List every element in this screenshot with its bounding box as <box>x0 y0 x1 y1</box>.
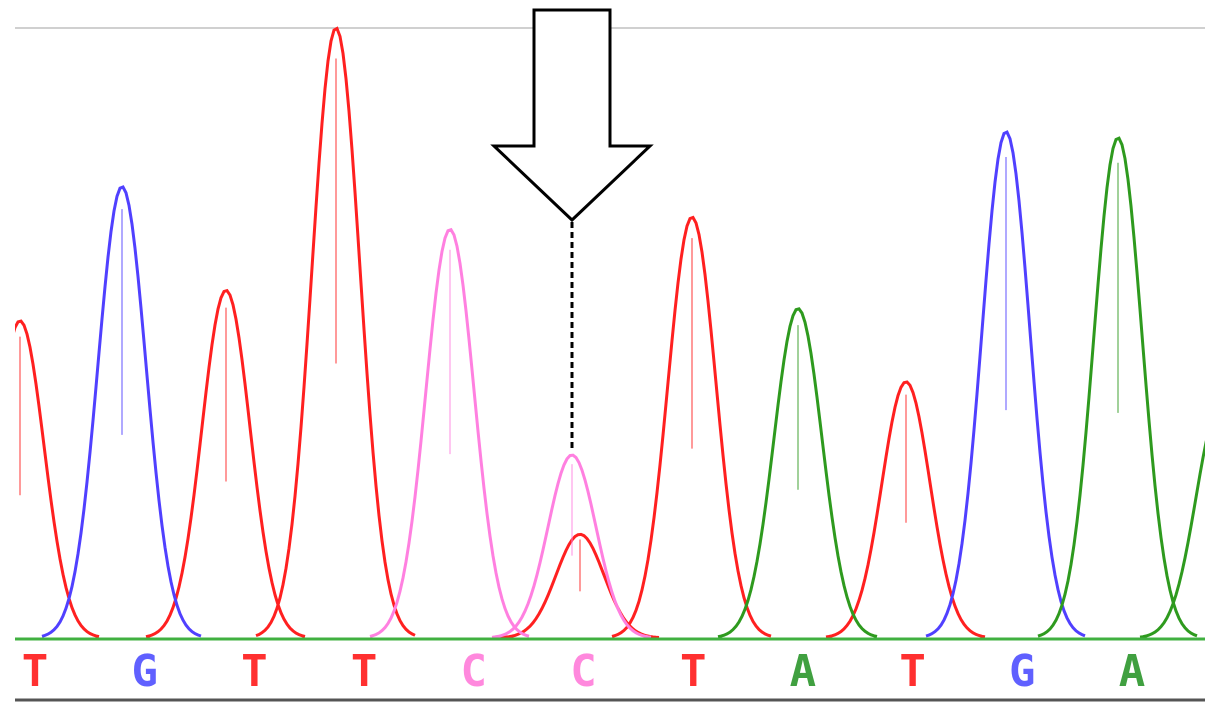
base-label: A <box>790 646 817 697</box>
peak <box>491 453 652 639</box>
peak <box>369 227 530 638</box>
peak <box>611 215 772 638</box>
peak <box>1037 136 1198 638</box>
base-label: A <box>1119 646 1146 697</box>
arrow <box>490 8 654 223</box>
peak <box>41 185 202 638</box>
peak <box>1139 440 1205 639</box>
base-label: C <box>570 646 597 697</box>
base-label: T <box>241 646 268 697</box>
peak <box>925 130 1086 638</box>
base-label: G <box>1009 646 1036 697</box>
base-label: T <box>680 646 707 697</box>
peak <box>255 26 416 638</box>
base-label: T <box>22 646 49 697</box>
base-label: T <box>351 646 378 697</box>
base-label: C <box>461 646 488 697</box>
traces <box>15 26 1205 640</box>
base-label: T <box>899 646 926 697</box>
peak <box>717 307 878 639</box>
base-label: G <box>131 646 158 697</box>
peak <box>15 319 100 639</box>
